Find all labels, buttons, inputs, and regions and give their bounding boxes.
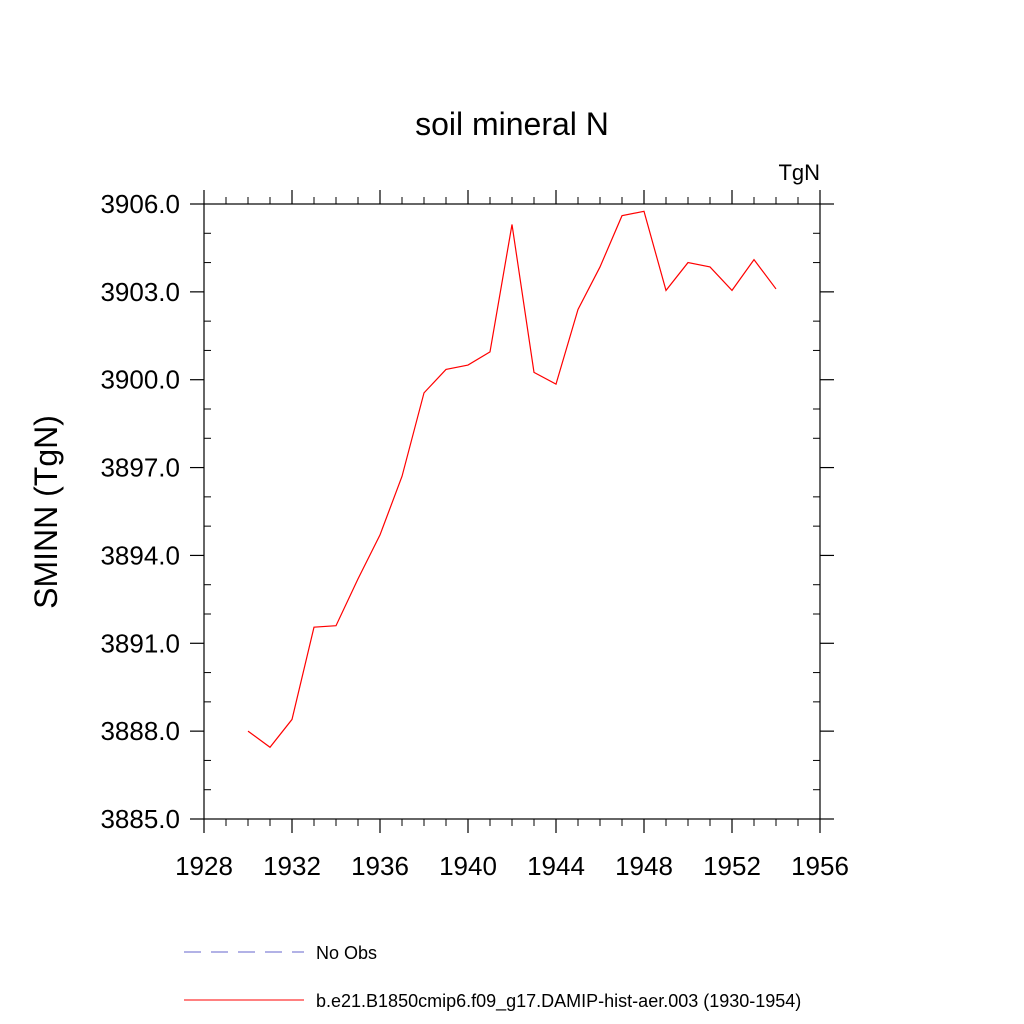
legend-item-model-run: b.e21.B1850cmip6.f09_g17.DAMIP-hist-aer.… <box>184 991 801 1012</box>
y-axis-label: SMINN (TgN) <box>28 415 64 609</box>
legend-item-no-obs: No Obs <box>184 943 377 963</box>
x-tick-label: 1936 <box>351 851 409 881</box>
legend: No Obs b.e21.B1850cmip6.f09_g17.DAMIP-hi… <box>184 943 801 1012</box>
y-tick-label: 3894.0 <box>100 540 180 570</box>
legend-label-model-run: b.e21.B1850cmip6.f09_g17.DAMIP-hist-aer.… <box>316 991 801 1012</box>
y-tick-label: 3897.0 <box>100 453 180 483</box>
y-axis: 3885.0 3888.0 3891.0 3894.0 3897.0 3900.0 3903… <box>100 189 834 834</box>
y-tick-label: 3891.0 <box>100 628 180 658</box>
chart-title: soil mineral N <box>415 106 609 142</box>
series-layer <box>247 210 777 749</box>
y-tick-label: 3885.0 <box>100 804 180 834</box>
units-label: TgN <box>778 160 820 185</box>
y-tick-label: 3903.0 <box>100 277 180 307</box>
x-tick-label: 1944 <box>527 851 585 881</box>
legend-label-no-obs: No Obs <box>316 943 377 963</box>
x-tick-label: 1932 <box>263 851 321 881</box>
y-tick-label: 3906.0 <box>100 189 180 219</box>
y-tick-label: 3900.0 <box>100 365 180 395</box>
x-tick-label: 1948 <box>615 851 673 881</box>
y-tick-label: 3888.0 <box>100 716 180 746</box>
x-tick-label: 1940 <box>439 851 497 881</box>
x-tick-label: 1952 <box>703 851 761 881</box>
x-tick-label: 1928 <box>175 851 233 881</box>
x-tick-label: 1956 <box>791 851 849 881</box>
x-axis: 1928 1932 1936 1940 1944 1948 1952 1956 <box>175 190 849 881</box>
series-line-0 <box>247 210 777 749</box>
plot-frame <box>203 203 821 820</box>
